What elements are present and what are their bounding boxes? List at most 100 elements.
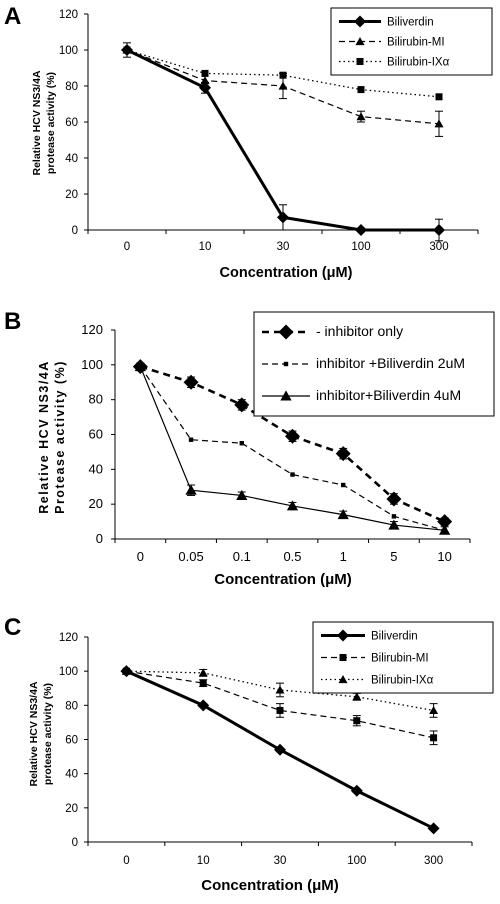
data-point xyxy=(286,500,299,511)
data-point xyxy=(276,706,284,714)
series-1 xyxy=(120,665,440,835)
data-point xyxy=(201,69,209,77)
y-tick-label: 80 xyxy=(89,392,103,407)
chart-panel-a: Relative HCV NS3/4A protease activity (%… xyxy=(31,7,493,281)
data-point xyxy=(433,224,445,236)
x-tick-label: 100 xyxy=(351,241,370,253)
legend-marker xyxy=(283,361,289,367)
legend-label: - inhibitor only xyxy=(316,323,403,339)
data-point xyxy=(352,692,362,701)
x-tick-label: 300 xyxy=(424,855,443,867)
chart-panel-c: Relative HCV NS3/4A protease activity (%… xyxy=(28,621,494,894)
chart-panel-b: Relative HCV NS3/4A Protease activity (%… xyxy=(37,311,495,588)
y-axis-label-a-line1: Relative HCV NS3/4A xyxy=(31,70,43,175)
data-point xyxy=(278,81,288,90)
legend-marker xyxy=(339,654,347,661)
y-tick-label: 80 xyxy=(65,700,78,712)
data-point xyxy=(355,224,367,236)
y-tick-label: 100 xyxy=(81,357,103,372)
legend: Biliverdin Bilirubin-MI Bilirubin-IXα xyxy=(330,7,493,76)
data-point xyxy=(198,668,208,677)
y-tick-label: 120 xyxy=(81,322,103,337)
x-tick-label: 0 xyxy=(124,241,130,253)
data-point xyxy=(391,514,397,519)
data-point xyxy=(234,397,250,413)
legend-label: Biliverdin xyxy=(387,17,434,29)
y-tick-label: 80 xyxy=(65,81,78,93)
y-tick-label: 20 xyxy=(65,189,78,201)
data-point xyxy=(350,784,363,797)
data-point xyxy=(185,484,197,495)
y-tick-label: 60 xyxy=(65,117,78,129)
y-tick-label: 60 xyxy=(65,735,78,747)
series-1 xyxy=(121,42,445,242)
legend: - inhibitor only inhibitor +Biliverdin 2u… xyxy=(253,311,495,417)
y-tick-label: 40 xyxy=(89,461,103,476)
data-point xyxy=(435,93,443,101)
y-axis-label-c-line1: Relative HCV NS3/4A xyxy=(28,681,40,786)
series-3 xyxy=(123,46,443,101)
data-point xyxy=(279,71,287,79)
data-point xyxy=(290,472,295,477)
legend-label: inhibitor +Biliverdin 2uM xyxy=(316,355,465,371)
y-axis-label-a: Relative HCV NS3/4A protease activity (%… xyxy=(31,70,57,175)
y-tick-label: 20 xyxy=(65,803,78,815)
legend-label: Bilirubin-MI xyxy=(387,37,445,49)
legend-marker xyxy=(355,37,365,46)
series-3 xyxy=(134,360,451,535)
data-point xyxy=(188,437,194,442)
y-tick-label: 0 xyxy=(72,837,78,849)
x-tick-label: 100 xyxy=(347,855,366,867)
y-axis-label-c-line2: protease activity (%) xyxy=(42,683,54,785)
data-point xyxy=(134,360,146,372)
legend-label: inhibitor+Biliverdin 4uM xyxy=(316,387,461,403)
data-point xyxy=(285,428,300,444)
x-tick-label: 300 xyxy=(429,241,448,253)
legend-marker xyxy=(337,629,349,642)
panel-letter-c: C xyxy=(4,614,21,641)
y-tick-label: 120 xyxy=(59,9,78,21)
y-axis-label-c: Relative HCV NS3/4A protease activity (%… xyxy=(28,681,54,786)
panel-letter-a: A xyxy=(4,3,21,30)
legend-marker xyxy=(354,15,366,28)
data-point xyxy=(236,489,248,500)
legend-marker xyxy=(280,390,292,401)
data-point xyxy=(197,699,210,712)
y-tick-label: 20 xyxy=(89,496,103,511)
y-tick-label: 120 xyxy=(59,632,78,644)
y-tick-label: 100 xyxy=(59,45,78,57)
data-point xyxy=(356,112,366,121)
y-tick-label: 40 xyxy=(65,769,78,781)
data-point xyxy=(337,508,349,520)
data-point xyxy=(123,46,131,54)
data-point xyxy=(439,524,451,535)
x-axis-label-c: Concentration (μM) xyxy=(201,877,339,894)
x-axis-label-a: Concentration (μM) xyxy=(220,265,353,281)
x-tick-label: 0.5 xyxy=(283,549,301,564)
x-tick-label: 5 xyxy=(390,549,397,564)
legend-label: Bilirubin-IXα xyxy=(387,57,450,69)
data-point xyxy=(199,81,211,94)
y-tick-label: 0 xyxy=(96,531,103,546)
data-point xyxy=(437,514,453,530)
legend-marker xyxy=(356,58,364,65)
y-axis-label-b-line2: Protease activity (%) xyxy=(53,360,67,514)
y-axis-label-b-line1: Relative HCV NS3/4A xyxy=(37,360,51,514)
data-point xyxy=(200,76,210,85)
data-point xyxy=(275,685,285,694)
data-point xyxy=(427,822,440,835)
data-point xyxy=(121,666,131,675)
data-point xyxy=(239,441,244,446)
data-point xyxy=(274,743,286,756)
y-tick-label: 60 xyxy=(89,427,103,442)
x-tick-label: 30 xyxy=(277,241,290,253)
y-tick-label: 0 xyxy=(72,225,78,237)
x-tick-label: 0 xyxy=(137,549,144,564)
legend-marker xyxy=(338,675,348,684)
series-3 xyxy=(121,666,439,718)
x-tick-label: 0.05 xyxy=(178,549,203,564)
x-tick-label: 0 xyxy=(123,855,129,867)
x-axis-label-b: Concentration (μM) xyxy=(214,571,352,588)
series-line xyxy=(126,49,440,98)
